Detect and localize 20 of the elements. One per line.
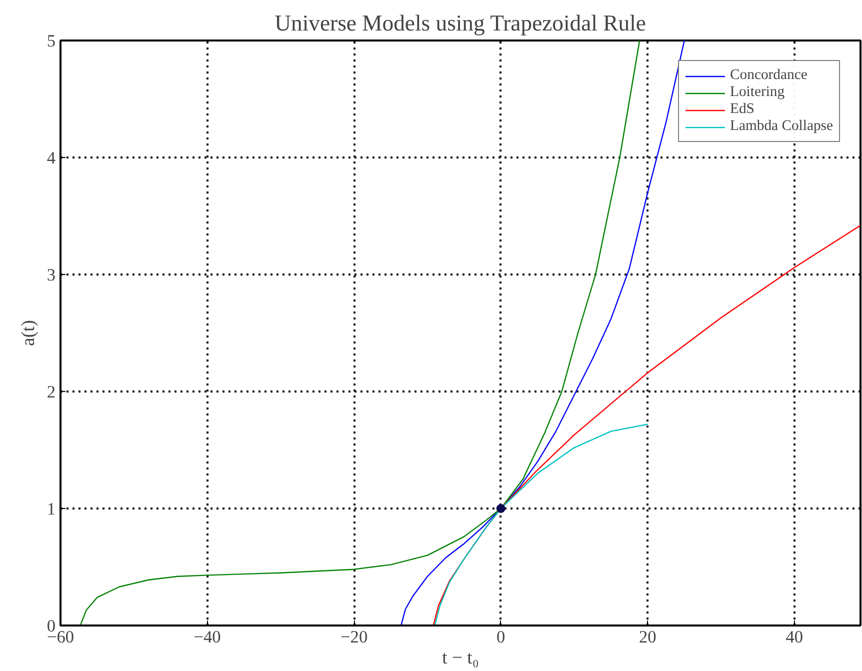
x-tick-label: 40 — [786, 628, 804, 646]
x-tick-label: −40 — [194, 628, 221, 646]
y-tick-label: 3 — [46, 266, 56, 284]
line-series — [400, 40, 685, 626]
x-axis-title: t − t₀ — [442, 648, 479, 668]
legend-label: Loitering — [730, 84, 785, 101]
legend-label: Concordance — [730, 67, 808, 84]
y-axis-title: a(t) — [18, 320, 39, 346]
legend-label: Lambda Collapse — [730, 118, 833, 135]
y-tick-label: 2 — [46, 382, 56, 402]
chart-title: Universe Models using Trapezoidal Rule — [274, 10, 646, 36]
x-tick-label: 20 — [638, 628, 656, 646]
legend-label: EdS — [730, 101, 754, 118]
x-tick-label: 0 — [496, 628, 506, 646]
y-tick-label: 4 — [46, 148, 56, 168]
line-series — [434, 424, 648, 626]
y-tick-label: 5 — [46, 32, 56, 50]
x-tick-label: −20 — [340, 628, 368, 646]
y-tick-label: 1 — [46, 500, 56, 518]
line-series — [80, 40, 640, 626]
